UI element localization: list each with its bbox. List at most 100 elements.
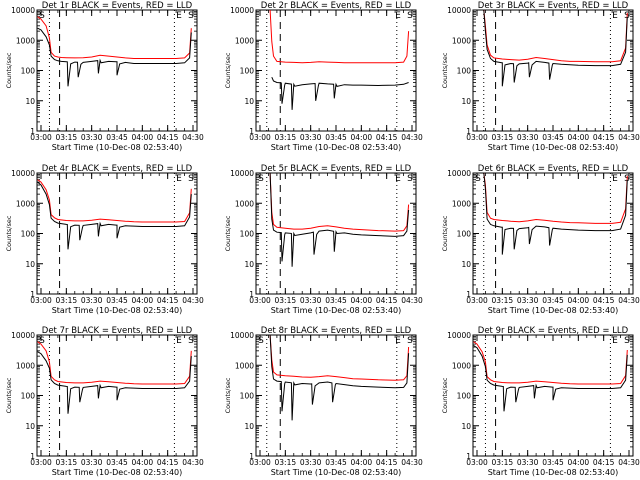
chart-title: Det 6r BLACK = Events, RED = LLD (478, 164, 629, 174)
x-tick-label: 03:00 (249, 133, 271, 142)
x-tick-label: 03:00 (249, 458, 271, 467)
x-tick-label: 03:15 (56, 296, 78, 305)
y-tick-label: 10 (244, 422, 254, 431)
x-tick-label: 04:15 (157, 296, 179, 305)
flag-marker: E (612, 174, 618, 184)
chart-panel-6: Det 6r BLACK = Events, RED = LLD 1 10 100 10… (441, 164, 640, 315)
flag-marker: E (395, 11, 401, 21)
flag-marker: E (395, 336, 401, 346)
x-tick-label: 03:45 (106, 133, 128, 142)
x-tick-label: 03:15 (492, 458, 514, 467)
x-tick-label: 03:00 (249, 296, 271, 305)
y-tick-label: 10000 (447, 6, 471, 15)
y-tick-label: 10000 (447, 169, 471, 178)
x-tick-label: 03:45 (325, 458, 347, 467)
flag-marker: S (407, 11, 413, 21)
x-tick-label: 03:15 (275, 296, 297, 305)
x-tick-label: 04:00 (568, 296, 590, 305)
flag-marker: E (612, 11, 618, 21)
y-axis-label: Counts/sec (441, 215, 449, 251)
y-tick-label: 1000 (16, 36, 35, 45)
x-tick-label: 03:00 (466, 458, 488, 467)
y-axis-label: Counts/sec (5, 215, 13, 251)
x-tick-label: 03:15 (275, 458, 297, 467)
y-tick-label: 1 (466, 127, 471, 136)
x-tick-label: 03:15 (275, 133, 297, 142)
y-tick-label: 10 (25, 97, 35, 106)
x-tick-label: 03:00 (30, 458, 52, 467)
flag-marker: E (395, 174, 401, 184)
events-series-line (483, 9, 628, 87)
lld-series-line (269, 172, 410, 232)
x-tick-label: 03:15 (56, 458, 78, 467)
x-tick-label: 03:15 (56, 133, 78, 142)
y-axis-label: Counts/sec (5, 52, 13, 88)
y-tick-label: 1000 (235, 36, 254, 45)
chart-panel-3: Det 3r BLACK = Events, RED = LLD 1 10 100 10… (441, 1, 640, 152)
events-series-line (37, 181, 192, 250)
x-tick-label: 03:45 (325, 296, 347, 305)
x-tick-label: 04:30 (618, 458, 640, 467)
x-tick-label: 03:45 (542, 133, 564, 142)
events-series-line (473, 345, 628, 412)
x-tick-label: 04:30 (618, 133, 640, 142)
x-tick-label: 04:00 (351, 133, 373, 142)
y-axis-label: Counts/sec (5, 377, 13, 413)
x-tick-label: 04:15 (593, 458, 615, 467)
chart-title: Det 8r BLACK = Events, RED = LLD (261, 326, 412, 336)
lld-series-line (269, 334, 410, 381)
events-series-line (37, 27, 192, 87)
y-tick-label: 100 (240, 230, 255, 239)
x-axis-label: Start Time (10-Dec-08 02:53:40) (271, 306, 402, 315)
x-tick-label: 03:30 (300, 458, 322, 467)
y-tick-label: 1000 (16, 199, 35, 208)
x-tick-label: 04:30 (182, 296, 204, 305)
x-tick-label: 03:45 (325, 133, 347, 142)
events-series-line (483, 172, 628, 255)
x-tick-label: 04:30 (401, 133, 423, 142)
x-axis-label: Start Time (10-Dec-08 02:53:40) (488, 468, 619, 477)
x-tick-label: 03:00 (30, 133, 52, 142)
x-tick-label: 04:30 (401, 296, 423, 305)
y-tick-label: 1 (249, 127, 254, 136)
lld-series-line (483, 172, 628, 224)
chart-panel-2: Det 2r BLACK = Events, RED = LLD 1 10 100 10… (224, 1, 423, 152)
x-tick-label: 04:15 (376, 296, 398, 305)
x-tick-label: 03:45 (106, 458, 128, 467)
lld-series-line (473, 341, 628, 385)
x-tick-label: 03:30 (517, 296, 539, 305)
chart-title: Det 4r BLACK = Events, RED = LLD (42, 164, 193, 174)
y-tick-label: 100 (240, 392, 255, 401)
y-tick-label: 1 (249, 452, 254, 461)
flag-marker: E (176, 174, 182, 184)
flag-marker: S (39, 11, 45, 21)
y-tick-label: 100 (21, 230, 36, 239)
y-tick-label: 10 (461, 422, 471, 431)
y-axis-label: Counts/sec (441, 377, 449, 413)
flag-marker: S (39, 336, 45, 346)
y-axis-label: Counts/sec (224, 377, 232, 413)
events-series-line (271, 76, 409, 110)
y-tick-label: 1 (30, 290, 35, 299)
x-tick-label: 04:15 (593, 296, 615, 305)
y-tick-label: 100 (21, 67, 36, 76)
chart-title: Det 3r BLACK = Events, RED = LLD (478, 1, 629, 11)
y-tick-label: 100 (457, 392, 472, 401)
y-tick-label: 10 (461, 97, 471, 106)
x-tick-label: 04:00 (132, 458, 154, 467)
flag-marker: S (188, 11, 194, 21)
x-axis-label: Start Time (10-Dec-08 02:53:40) (52, 468, 183, 477)
chart-panel-9: Det 9r BLACK = Events, RED = LLD 1 10 100 10… (441, 326, 640, 477)
y-axis-label: Counts/sec (224, 52, 232, 88)
flag-marker: S (475, 174, 481, 184)
y-tick-label: 1000 (452, 199, 471, 208)
x-tick-label: 04:00 (132, 133, 154, 142)
events-series-line (269, 334, 410, 421)
y-tick-label: 100 (457, 67, 472, 76)
x-axis-label: Start Time (10-Dec-08 02:53:40) (52, 143, 183, 152)
chart-title: Det 2r BLACK = Events, RED = LLD (261, 1, 412, 11)
x-tick-label: 04:15 (376, 458, 398, 467)
plot-frame (472, 9, 634, 132)
x-axis-label: Start Time (10-Dec-08 02:53:40) (488, 143, 619, 152)
